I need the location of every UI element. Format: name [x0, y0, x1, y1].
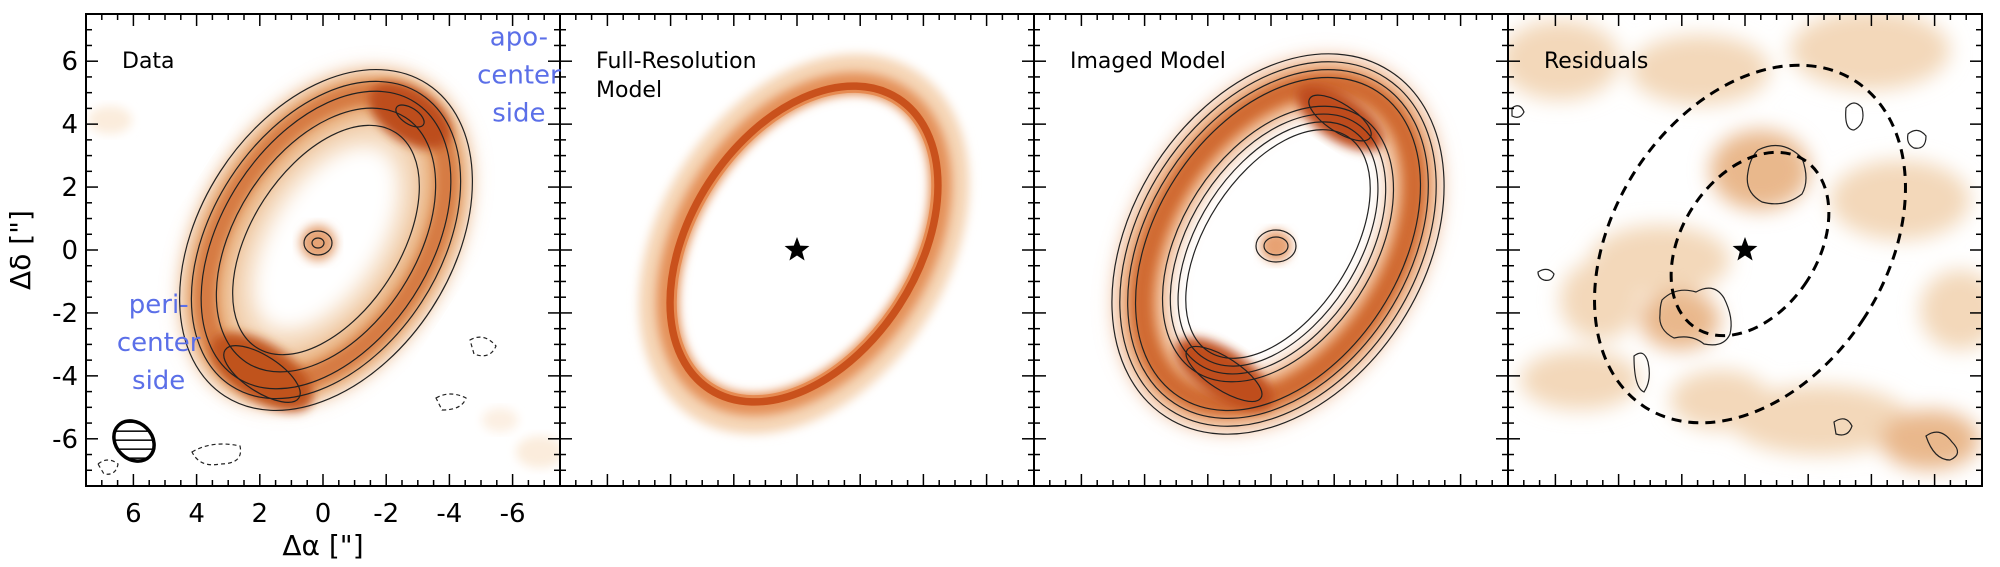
imaged-emission-map	[1116, 58, 1440, 430]
x-tick-label: -6	[500, 499, 526, 529]
panel-data	[88, 68, 560, 475]
imaged-contours	[1111, 53, 1445, 435]
y-tick-labels: 6 4 2 0 -2 -4 -6	[52, 47, 78, 455]
y-tick-label: -2	[52, 299, 78, 329]
axis-ticks	[86, 14, 1982, 486]
beam-ellipse	[112, 419, 156, 463]
x-tick-label: -4	[436, 499, 462, 529]
annotation-text: center	[477, 60, 561, 90]
x-axis-label: Δα ["]	[282, 529, 363, 562]
annotation-text: side	[492, 98, 545, 128]
side-annotations: apo-center side peri-center side	[117, 22, 561, 395]
annotation-text: center	[117, 328, 201, 358]
annotation-text: apo-	[490, 22, 548, 52]
y-axis-label: Δδ ["]	[4, 210, 37, 290]
panel-title: Data	[122, 49, 175, 74]
y-tick-label: 2	[61, 173, 78, 203]
x-tick-label: 0	[315, 499, 332, 529]
panel-title: Full-Resolution	[596, 49, 757, 74]
y-tick-label: 6	[61, 47, 78, 77]
x-tick-label: 4	[188, 499, 205, 529]
y-tick-label: 4	[61, 110, 78, 140]
data-emission-map	[88, 71, 560, 468]
disk-outline-ellipses	[1593, 63, 1907, 425]
residual-contours	[1511, 102, 1959, 461]
x-tick-labels: 6 4 2 0 -2 -4 -6	[125, 499, 525, 529]
star-marker	[1732, 237, 1758, 261]
panel-imaged-model	[1111, 53, 1445, 435]
panel-titles: Data Full-Resolution Model Imaged Model Resi…	[122, 49, 1648, 103]
x-tick-label: 2	[252, 499, 269, 529]
panel-title: Model	[596, 78, 662, 103]
annotation-text: side	[132, 366, 185, 396]
panel-title: Imaged Model	[1070, 49, 1226, 74]
x-tick-label: -2	[373, 499, 399, 529]
panel-title: Residuals	[1544, 49, 1648, 74]
annotation-text: peri-	[129, 290, 189, 320]
residual-map	[1508, 14, 1982, 470]
y-tick-label: -6	[52, 425, 78, 455]
panel-residuals	[1508, 14, 1982, 470]
y-tick-label: -4	[52, 362, 78, 392]
data-contours	[97, 68, 497, 475]
x-tick-label: 6	[125, 499, 142, 529]
star-markers	[784, 237, 1758, 261]
model-ring	[638, 54, 970, 434]
panel-full-resolution-model	[638, 54, 970, 434]
star-marker	[784, 237, 810, 261]
y-tick-label: 0	[61, 236, 78, 266]
